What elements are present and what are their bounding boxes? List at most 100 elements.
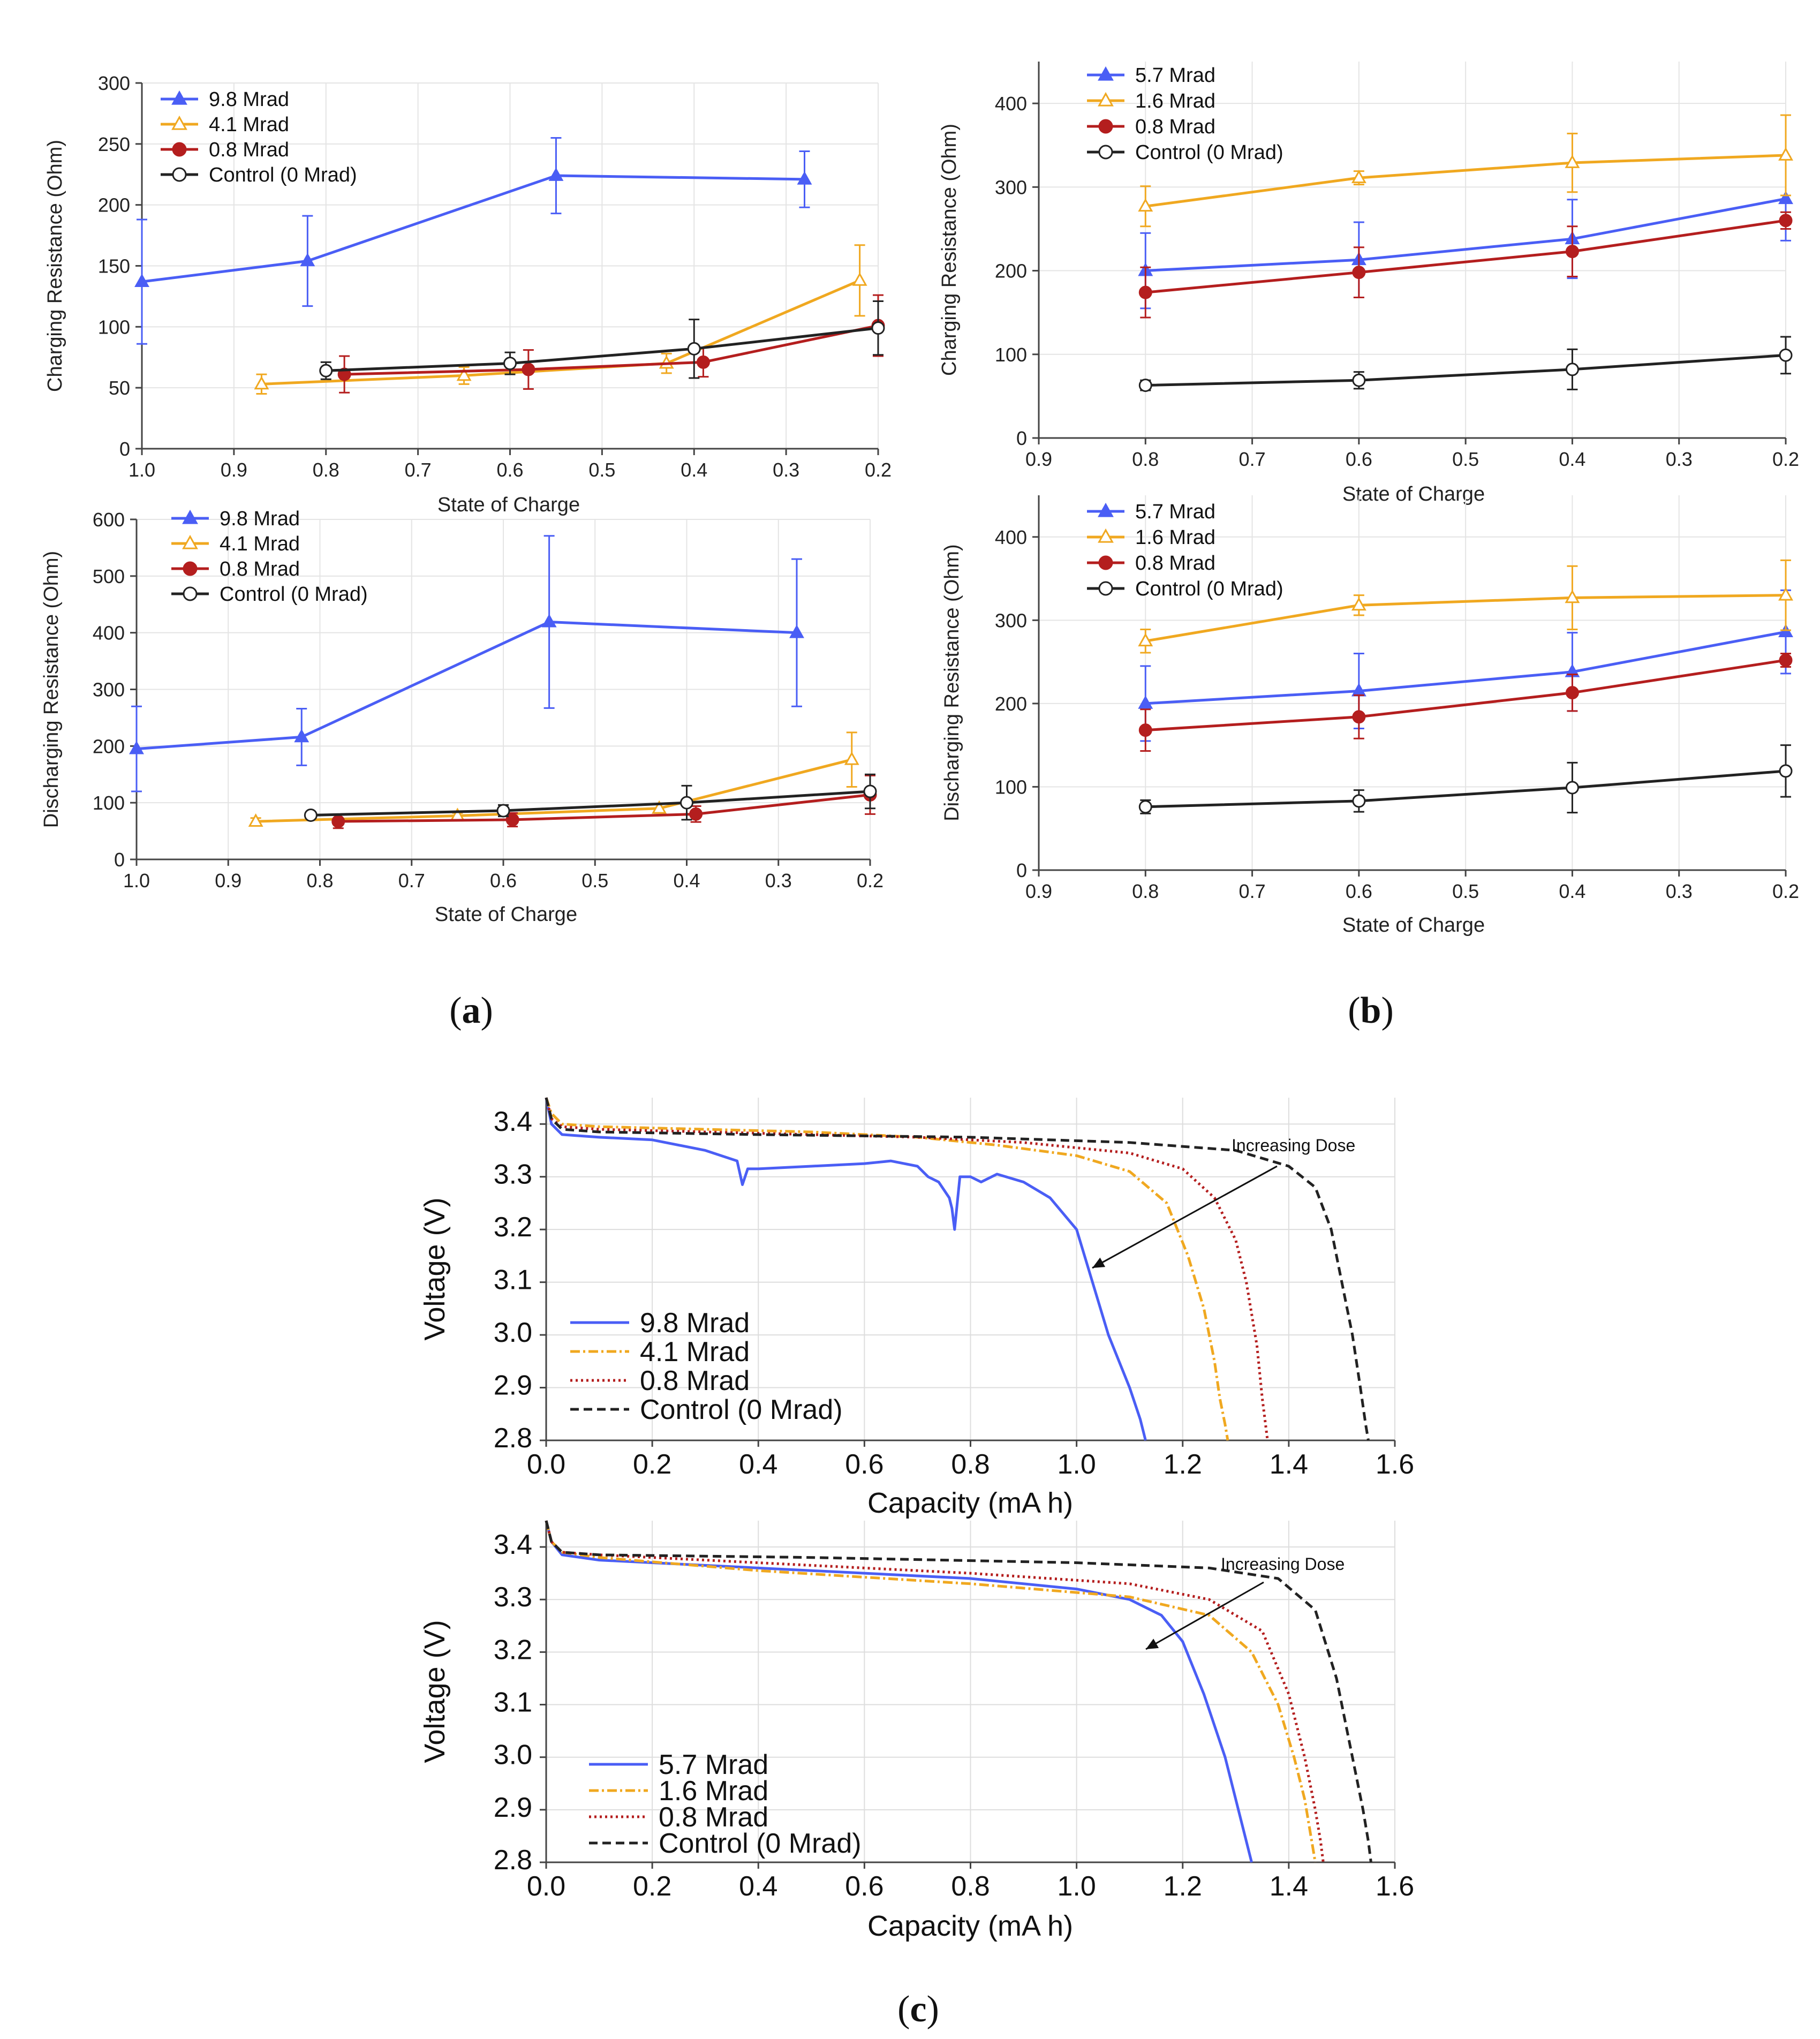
series-line-5-7-mrad	[1145, 630, 1786, 705]
y-tick-label: 3.2	[494, 1212, 532, 1243]
x-tick-label: 0.3	[1666, 880, 1693, 902]
x-tick-label: 0.9	[215, 870, 241, 892]
x-tick-label: 1.2	[1164, 1449, 1202, 1480]
data-point-5-7-mrad	[1778, 191, 1793, 205]
legend-label-0-8-mrad: 0.8 Mrad	[220, 558, 300, 580]
series-line-4-1-mrad	[255, 758, 852, 823]
x-tick-label: 0.8	[313, 459, 339, 481]
legend-marker-0-8-mrad	[1098, 555, 1113, 570]
x-tick-label: 0.8	[306, 870, 333, 892]
data-point-0-8-mrad	[1565, 245, 1579, 259]
x-tick-label: 0.8	[951, 1871, 990, 1902]
y-tick-label: 50	[109, 377, 130, 399]
x-axis-label: State of Charge	[1342, 483, 1485, 505]
data-point-0-8-mrad	[696, 355, 710, 369]
data-point-control-0-mrad	[1138, 379, 1152, 392]
series-line-1-6-mrad	[1145, 154, 1786, 208]
data-point-0-8-mrad	[331, 814, 345, 828]
data-point-4-1-mrad	[254, 376, 269, 390]
series-line-control-0-mrad	[326, 327, 879, 372]
legend-marker-control-0-mrad	[1098, 145, 1113, 160]
legend-label-4-1-mrad: 4.1 Mrad	[640, 1336, 750, 1368]
data-point-1-6-mrad	[1351, 597, 1366, 611]
series-line-5-7-mrad	[545, 1520, 1253, 1863]
y-tick-label: 200	[995, 693, 1027, 715]
x-axis-label: State of Charge	[435, 903, 577, 926]
x-tick-label: 0.0	[527, 1871, 565, 1902]
y-tick-label: 2.8	[494, 1423, 532, 1454]
legend-label-1-6-mrad: 1.6 Mrad	[1135, 90, 1215, 112]
legend-label-control-0-mrad: Control (0 Mrad)	[640, 1394, 843, 1425]
x-tick-label: 0.2	[1772, 448, 1799, 470]
y-tick-label: 3.3	[494, 1582, 532, 1613]
y-tick-label: 200	[93, 735, 125, 757]
x-tick-label: 1.0	[1057, 1449, 1096, 1480]
increasing-dose-arrow	[1145, 1581, 1264, 1650]
x-tick-label: 0.0	[527, 1449, 565, 1480]
legend-label-4-1-mrad: 4.1 Mrad	[220, 533, 300, 555]
x-tick-label: 0.7	[1239, 448, 1266, 470]
data-point-0-8-mrad	[1779, 214, 1793, 228]
increasing-dose-arrowhead	[1092, 1257, 1106, 1268]
legend-marker-control-0-mrad	[1098, 581, 1113, 596]
y-tick-label: 400	[93, 622, 125, 644]
x-tick-label: 0.5	[588, 459, 615, 481]
data-point-9-8-mrad	[548, 167, 564, 181]
data-point-4-1-mrad	[456, 367, 472, 381]
series-line-control-0-mrad	[545, 1097, 1370, 1441]
data-point-1-6-mrad	[1778, 587, 1793, 601]
caption-a: (a)	[449, 990, 493, 1031]
y-tick-label: 300	[995, 609, 1027, 631]
panel-b-charging-chart: 0.9 0.8 0.7 0.6 0.5 0.4 0.3 0.2 0 100 200 300 400 Sta…	[938, 62, 1799, 505]
legend-label-control-0-mrad: Control (0 Mrad)	[1135, 141, 1283, 164]
data-point-0-8-mrad	[1565, 686, 1579, 700]
x-tick-label: 0.5	[582, 870, 608, 892]
x-tick-label: 0.4	[1559, 448, 1585, 470]
panel-c-top-voltage-chart: 0.0 0.2 0.4 0.6 0.8 1.0 1.2 1.4 1.6 2.8 2.9 3.0 3.1 3…	[419, 1097, 1414, 1519]
x-tick-label: 0.6	[845, 1449, 883, 1480]
x-tick-label: 0.7	[405, 459, 432, 481]
y-axis-label: Charging Resistance (Ohm)	[938, 124, 961, 376]
data-point-control-0-mrad	[503, 357, 517, 371]
y-tick-label: 2.9	[494, 1792, 532, 1823]
series-line-5-7-mrad	[1145, 197, 1786, 273]
y-tick-label: 250	[98, 133, 130, 155]
legend-label-0-8-mrad: 0.8 Mrad	[209, 139, 289, 161]
x-tick-label: 0.7	[1239, 880, 1266, 902]
legend-label-5-7-mrad: 5.7 Mrad	[1135, 501, 1215, 523]
y-tick-label: 100	[995, 776, 1027, 798]
y-tick-label: 100	[995, 344, 1027, 366]
data-point-9-8-mrad	[789, 624, 804, 638]
x-tick-label: 0.9	[1025, 448, 1052, 470]
increasing-dose-arrowhead	[1146, 1638, 1159, 1649]
x-tick-label: 0.6	[1346, 880, 1372, 902]
y-tick-label: 2.9	[494, 1370, 532, 1401]
y-tick-label: 3.0	[494, 1740, 532, 1771]
x-tick-label: 1.4	[1270, 1449, 1308, 1480]
legend-label-0-8-mrad: 0.8 Mrad	[1135, 552, 1215, 575]
x-tick-label: 0.8	[1132, 880, 1159, 902]
legend-label-4-1-mrad: 4.1 Mrad	[209, 114, 289, 136]
data-point-9-8-mrad	[300, 253, 315, 267]
y-tick-label: 0	[1016, 859, 1027, 881]
y-axis-label: Discharging Resistance (Ohm)	[40, 551, 63, 828]
data-point-control-0-mrad	[687, 342, 701, 356]
data-point-4-1-mrad	[652, 800, 667, 814]
x-tick-label: 0.3	[773, 459, 799, 481]
data-point-1-6-mrad	[1565, 154, 1580, 168]
data-point-control-0-mrad	[1565, 363, 1579, 376]
legend-label-control-0-mrad: Control (0 Mrad)	[1135, 578, 1283, 600]
series-line-control-0-mrad	[1145, 353, 1786, 387]
x-tick-label: 0.2	[633, 1449, 671, 1480]
legend-label-0-8-mrad: 0.8 Mrad	[659, 1802, 768, 1833]
x-axis-label: State of Charge	[1342, 914, 1485, 937]
series-line-9-8-mrad	[136, 621, 797, 751]
y-tick-label: 100	[93, 792, 125, 814]
legend-marker-control-0-mrad	[183, 586, 198, 601]
panel-a-discharging-chart: 1.0 0.9 0.8 0.7 0.6 0.5 0.4 0.3 0.2 0 100 200 300 400…	[40, 508, 883, 926]
series-line-0-8-mrad	[338, 793, 871, 823]
data-point-control-0-mrad	[871, 321, 885, 335]
legend-marker-5-7-mrad	[1098, 66, 1114, 81]
x-tick-label: 0.5	[1452, 880, 1479, 902]
